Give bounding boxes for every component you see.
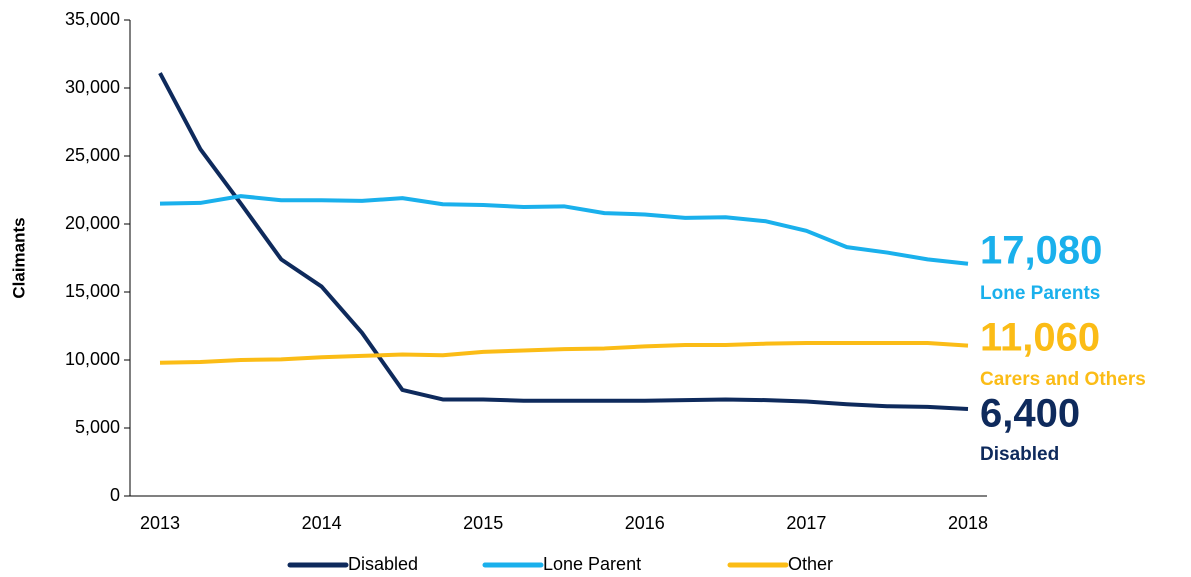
legend-label: Other bbox=[788, 554, 833, 574]
x-tick-label: 2013 bbox=[140, 513, 180, 533]
x-tick-label: 2017 bbox=[786, 513, 826, 533]
series-line bbox=[159, 194, 969, 266]
annotation-value: 17,080 bbox=[980, 229, 1102, 273]
annotation-text: Carers and Others bbox=[980, 369, 1146, 390]
x-tick-label: 2014 bbox=[302, 513, 342, 533]
legend-label: Lone Parent bbox=[543, 554, 641, 574]
y-tick-label: 25,000 bbox=[65, 145, 120, 165]
y-tick-label: 5,000 bbox=[75, 417, 120, 437]
x-tick-label: 2016 bbox=[625, 513, 665, 533]
y-tick-label: 35,000 bbox=[65, 9, 120, 29]
series-line bbox=[159, 341, 969, 365]
y-tick-label: 10,000 bbox=[65, 349, 120, 369]
y-tick-label: 0 bbox=[110, 485, 120, 505]
y-tick-label: 15,000 bbox=[65, 281, 120, 301]
annotation-value: 6,400 bbox=[980, 392, 1080, 436]
annotation-text: Lone Parents bbox=[980, 283, 1100, 304]
y-axis-label: Claimants bbox=[9, 217, 28, 298]
legend-label: Disabled bbox=[348, 554, 418, 574]
x-tick-label: 2018 bbox=[948, 513, 988, 533]
y-tick-label: 30,000 bbox=[65, 77, 120, 97]
x-tick-label: 2015 bbox=[463, 513, 503, 533]
y-tick-label: 20,000 bbox=[65, 213, 120, 233]
annotation-text: Disabled bbox=[980, 444, 1059, 465]
series-line bbox=[158, 72, 969, 411]
annotation-value: 11,060 bbox=[980, 316, 1100, 360]
